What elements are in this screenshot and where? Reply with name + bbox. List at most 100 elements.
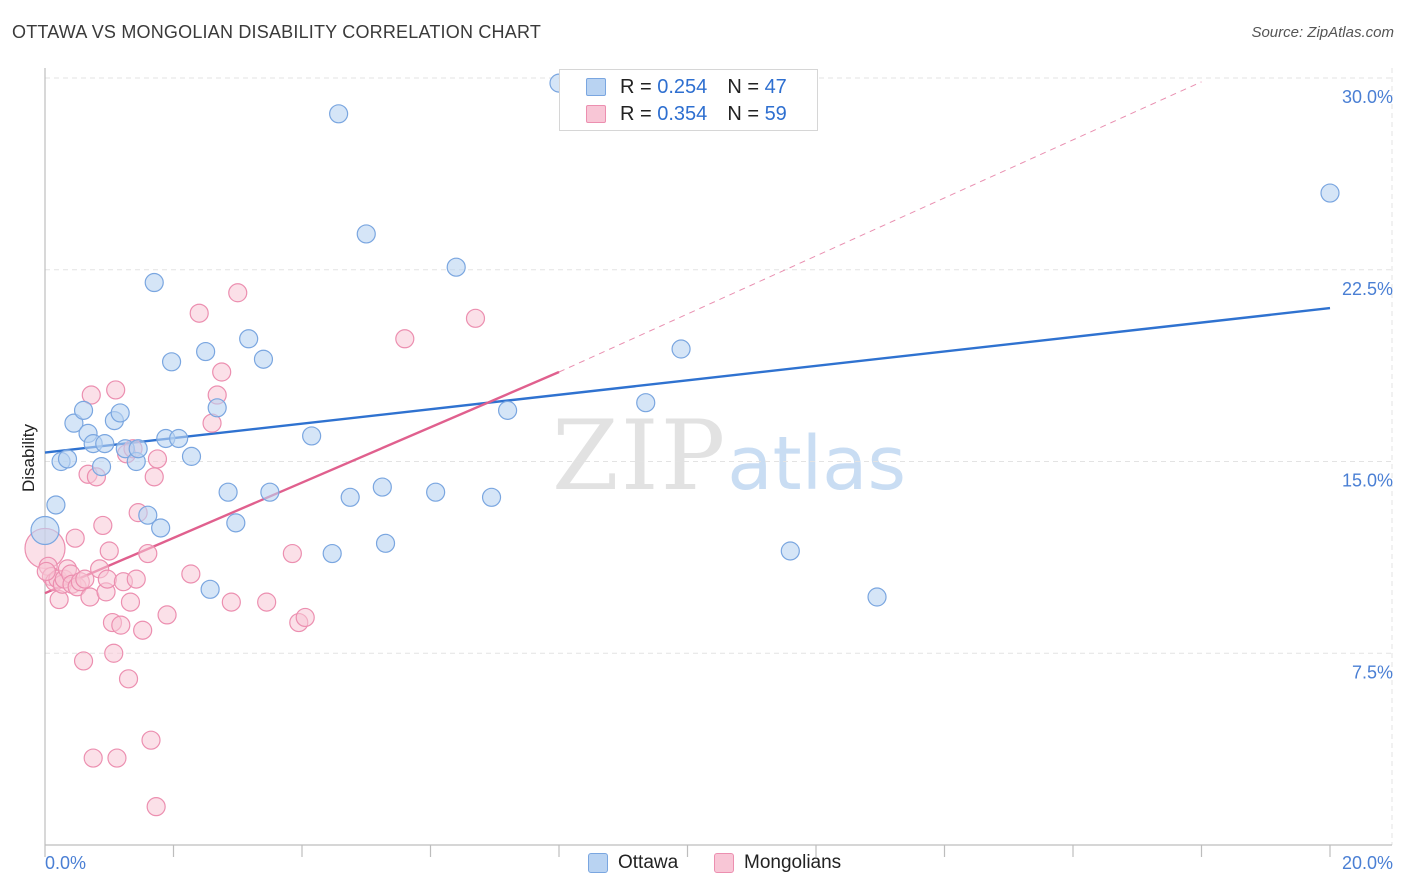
legend-label-ottawa: Ottawa	[618, 852, 679, 873]
mongolians-point	[106, 380, 126, 400]
mongolians-point	[257, 592, 277, 612]
mongolians-point	[104, 643, 124, 663]
ottawa-point	[207, 398, 227, 418]
mongolians-point	[111, 615, 131, 635]
ottawa-point	[426, 482, 446, 502]
y-tick-label: 22.5%	[1342, 279, 1393, 299]
mongolians-point	[93, 515, 113, 536]
mongolians-point	[295, 607, 315, 628]
ottawa-point	[356, 224, 376, 244]
ottawa-point	[636, 393, 656, 413]
mongolians-point	[81, 385, 101, 405]
ottawa-point	[110, 403, 130, 423]
ottawa-point	[340, 487, 360, 507]
watermark-zip: ZIP	[552, 400, 728, 512]
x-tick-label: 0.0%	[45, 853, 86, 873]
x-tick-label: 20.0%	[1342, 853, 1393, 873]
ottawa-point	[372, 477, 392, 497]
legend-row-ottawa: R = 0.254 N = 47	[586, 74, 787, 100]
ottawa-point	[329, 104, 349, 124]
mongolians-point	[97, 569, 117, 589]
ottawa-point	[322, 543, 342, 564]
ottawa-point	[169, 428, 189, 449]
ottawa-point	[161, 352, 182, 372]
ottawa-point	[253, 349, 274, 369]
ottawa-point	[226, 513, 246, 533]
legend-item-mongolians: Mongolians	[714, 852, 841, 874]
legend-r-value: 0.254	[657, 75, 708, 98]
ottawa-point	[46, 495, 66, 515]
data-points	[24, 73, 1340, 817]
ottawa-point	[302, 426, 322, 446]
watermark-atlas: atlas	[727, 421, 907, 507]
mongolians-point	[189, 303, 209, 323]
legend-r-label: R =	[620, 75, 652, 98]
mongolians-point	[144, 467, 164, 487]
ottawa-point	[867, 587, 887, 607]
ottawa-point	[128, 439, 148, 459]
ottawa-point	[144, 272, 164, 293]
y-axis-label: Disability	[19, 423, 38, 492]
trend-lines	[44, 81, 1331, 595]
mongolians-point	[133, 620, 153, 640]
ottawa-point	[481, 487, 502, 507]
ottawa-point	[200, 579, 220, 599]
ottawa-point	[151, 518, 171, 538]
tick-labels: 7.5% 15.0% 22.5% 30.0% 0.0% 20.0% Disability	[19, 87, 1393, 873]
chart-title: OTTAWA VS MONGOLIAN DISABILITY CORRELATI…	[12, 22, 542, 42]
ottawa-point	[64, 413, 84, 433]
ottawa-point	[138, 505, 158, 525]
ottawa-point	[260, 482, 280, 502]
legend-n-value: 59	[764, 102, 787, 125]
legend-n-value: 47	[764, 75, 787, 98]
watermark: ZIPatlas	[552, 400, 906, 512]
ottawa-trend-line	[44, 306, 1331, 454]
grid-lines	[45, 68, 1393, 845]
ottawa-point	[671, 339, 691, 359]
legend-row-mongolians: R = 0.354 N = 59	[586, 101, 787, 127]
mongolians-point	[107, 748, 127, 768]
mongolians-swatch	[714, 853, 734, 873]
legend-label-mongolians: Mongolians	[744, 852, 842, 873]
mongolians-point	[221, 592, 241, 612]
mongolians-trend-extension	[558, 81, 1202, 373]
ottawa-point	[95, 434, 115, 454]
ottawa-swatch	[586, 78, 606, 96]
mongolians-point	[120, 592, 141, 612]
mongolians-point	[157, 605, 177, 625]
mongolians-swatch	[586, 105, 606, 123]
mongolians-trend-line	[44, 370, 560, 595]
mongolians-point	[141, 730, 161, 750]
source-label: Source: ZipAtlas.com	[1251, 24, 1394, 41]
mongolians-point	[282, 543, 302, 564]
ottawa-point	[218, 482, 238, 502]
ottawa-swatch	[588, 853, 608, 873]
ottawa-point	[239, 329, 259, 349]
legend-r-value: 0.354	[657, 102, 708, 125]
mongolians-point	[36, 561, 56, 582]
legend-n-label: N =	[727, 102, 759, 125]
mongolians-point	[99, 541, 119, 561]
legend-n-label: N =	[727, 75, 759, 98]
ottawa-point	[375, 533, 396, 553]
ottawa-point	[446, 257, 466, 277]
mongolians-point	[395, 329, 415, 349]
mongolians-point	[228, 283, 248, 303]
ottawa-point	[780, 541, 800, 561]
series-legend: Ottawa Mongolians	[0, 852, 1406, 878]
mongolians-point	[73, 651, 94, 671]
mongolians-point	[65, 528, 85, 548]
ottawa-point	[73, 400, 94, 420]
ottawa-point	[57, 449, 78, 469]
mongolians-point	[465, 308, 486, 328]
mongolians-point	[138, 543, 158, 564]
mongolians-point	[83, 748, 103, 768]
y-tick-label: 7.5%	[1352, 662, 1393, 682]
ottawa-point	[498, 400, 518, 420]
legend-r-label: R =	[620, 102, 652, 125]
mongolians-point	[126, 569, 146, 589]
ottawa-point	[30, 515, 60, 546]
y-tick-label: 30.0%	[1342, 87, 1393, 107]
mongolians-point	[80, 587, 100, 607]
